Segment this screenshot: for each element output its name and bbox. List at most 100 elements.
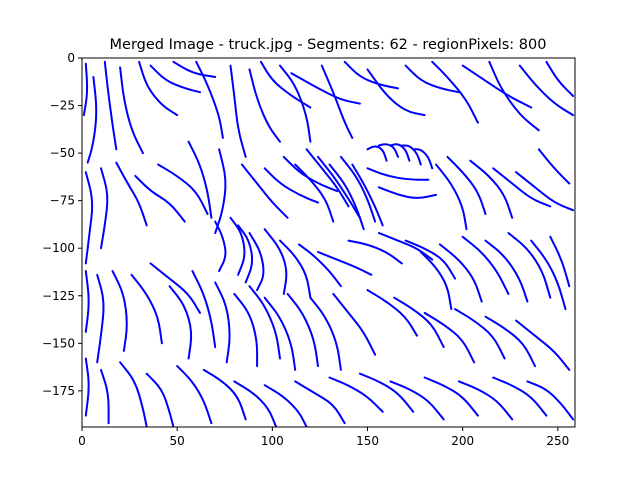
segment-line-55 bbox=[263, 228, 288, 295]
segment-line-16 bbox=[404, 64, 460, 94]
segment-line-11 bbox=[279, 64, 312, 143]
segment-line-44 bbox=[377, 186, 437, 199]
segment-line-103 bbox=[492, 376, 548, 417]
x-tick-label: 0 bbox=[78, 434, 86, 448]
segment-line-30 bbox=[263, 167, 319, 204]
segment-line-91 bbox=[119, 361, 148, 427]
segment-line-23 bbox=[100, 167, 109, 250]
segment-line-61 bbox=[404, 239, 457, 280]
segment-line-2 bbox=[103, 60, 118, 151]
segment-line-1 bbox=[86, 76, 98, 164]
segment-line-28 bbox=[214, 148, 227, 234]
segment-line-53 bbox=[237, 224, 254, 284]
x-tick-label: 100 bbox=[261, 434, 284, 448]
segment-line-32 bbox=[294, 163, 335, 223]
y-tick-label: −50 bbox=[50, 146, 75, 160]
segment-line-71 bbox=[111, 270, 128, 352]
segment-line-26 bbox=[157, 163, 209, 215]
segment-line-14 bbox=[343, 60, 399, 90]
segment-line-63 bbox=[438, 243, 483, 303]
segment-line-81 bbox=[309, 296, 342, 371]
segment-line-95 bbox=[233, 380, 278, 427]
segment-line-10 bbox=[259, 60, 312, 109]
segment-line-70 bbox=[96, 273, 105, 364]
segment-line-19 bbox=[488, 60, 540, 132]
segment-line-37 bbox=[351, 163, 384, 227]
segment-line-62 bbox=[419, 251, 453, 311]
segment-line-36 bbox=[339, 155, 377, 223]
y-tick-label: −25 bbox=[50, 99, 75, 113]
segment-line-52 bbox=[229, 216, 246, 276]
segment-line-46 bbox=[446, 155, 487, 215]
segment-line-74 bbox=[168, 285, 193, 360]
segment-line-34 bbox=[317, 155, 361, 219]
segment-line-22 bbox=[84, 171, 94, 265]
segment-line-7 bbox=[195, 60, 224, 139]
y-tick-label: −150 bbox=[42, 336, 75, 350]
segment-line-4 bbox=[138, 60, 179, 117]
x-tick-label: 200 bbox=[451, 434, 474, 448]
segment-line-93 bbox=[176, 365, 213, 425]
segment-line-96 bbox=[263, 384, 308, 427]
segment-line-49 bbox=[515, 171, 575, 212]
segment-line-47 bbox=[469, 159, 514, 219]
segment-line-20 bbox=[518, 64, 575, 117]
segment-line-15 bbox=[366, 68, 426, 117]
segment-line-35 bbox=[328, 163, 365, 231]
segment-line-69 bbox=[84, 270, 90, 333]
segment-line-42 bbox=[412, 148, 434, 170]
segment-line-80 bbox=[286, 292, 319, 368]
segment-line-68 bbox=[549, 235, 571, 288]
segment-line-56 bbox=[279, 239, 312, 299]
segment-line-48 bbox=[492, 167, 552, 208]
segment-line-75 bbox=[191, 270, 217, 349]
segment-line-51 bbox=[214, 220, 227, 272]
y-tick-label: −175 bbox=[42, 384, 75, 398]
segment-line-64 bbox=[461, 235, 510, 295]
segment-line-89 bbox=[84, 357, 90, 417]
segment-line-77 bbox=[233, 292, 259, 368]
segment-line-12 bbox=[290, 72, 361, 105]
y-tick-label: −125 bbox=[42, 289, 75, 303]
segment-line-25 bbox=[134, 174, 186, 223]
segment-line-99 bbox=[358, 372, 415, 413]
segment-line-73 bbox=[149, 262, 201, 314]
segment-line-3 bbox=[119, 66, 144, 155]
segment-line-0 bbox=[82, 62, 89, 117]
segment-line-58 bbox=[317, 251, 373, 276]
segment-line-104 bbox=[526, 380, 575, 421]
segment-line-59 bbox=[347, 239, 403, 265]
segment-line-86 bbox=[454, 308, 506, 360]
segment-line-17 bbox=[431, 60, 479, 124]
segment-line-8 bbox=[229, 64, 247, 158]
segment-line-65 bbox=[484, 239, 529, 303]
x-tick-label: 250 bbox=[546, 434, 569, 448]
segment-line-101 bbox=[423, 376, 479, 417]
y-axis: 0 −25 −50 −75 −100 −125 −150 −175 bbox=[42, 51, 82, 398]
segment-line-94 bbox=[202, 368, 247, 421]
segment-line-18 bbox=[461, 64, 533, 109]
segment-line-66 bbox=[507, 232, 552, 299]
y-tick-label: −100 bbox=[42, 241, 75, 255]
segment-line-84 bbox=[393, 296, 445, 349]
segment-line-38 bbox=[366, 145, 388, 162]
plot-frame bbox=[81, 57, 576, 428]
x-tick-label: 150 bbox=[356, 434, 379, 448]
x-axis: 0 50 100 150 200 250 bbox=[78, 427, 569, 448]
segment-line-67 bbox=[530, 239, 567, 311]
y-tick-label: −75 bbox=[50, 194, 75, 208]
segment-line-98 bbox=[328, 376, 384, 413]
segment-line-88 bbox=[515, 319, 571, 371]
segment-line-9 bbox=[248, 68, 281, 143]
segment-line-29 bbox=[240, 163, 289, 219]
segment-line-90 bbox=[100, 368, 110, 425]
segment-line-43 bbox=[366, 167, 430, 181]
y-tick-label: 0 bbox=[67, 51, 75, 65]
segment-line-45 bbox=[435, 163, 468, 231]
segment-line-78 bbox=[248, 285, 281, 360]
segment-line-85 bbox=[423, 311, 476, 364]
chart-title: Merged Image - truck.jpg - Segments: 62 … bbox=[110, 37, 547, 53]
segment-line-76 bbox=[214, 281, 231, 364]
